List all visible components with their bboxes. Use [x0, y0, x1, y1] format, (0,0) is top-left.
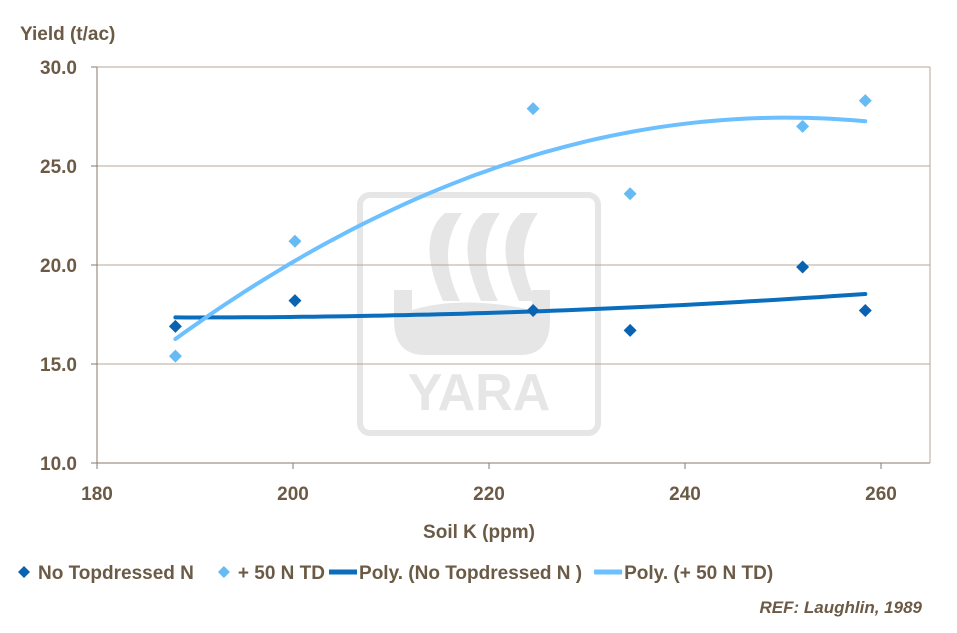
reference-annotation: REF: Laughlin, 1989: [760, 598, 923, 617]
trendline: [173, 115, 868, 341]
y-tick-label: 25.0: [40, 157, 77, 178]
legend-label: Poly. (No Topdressed N ): [359, 563, 582, 584]
x-tick-label: 240: [669, 484, 701, 505]
data-point: [858, 94, 872, 108]
trendline: [173, 292, 868, 320]
data-point: [796, 119, 810, 133]
x-tick-label: 180: [81, 484, 113, 505]
yara-logo-watermark: YARA: [357, 192, 601, 436]
y-tick-label: 10.0: [40, 454, 77, 475]
legend-label: + 50 N TD: [238, 563, 325, 584]
y-tick-label: 20.0: [40, 256, 77, 277]
data-point: [288, 234, 302, 248]
data-point: [623, 187, 637, 201]
x-tick-label: 200: [277, 484, 309, 505]
legend-label: No Topdressed N: [38, 563, 194, 584]
data-point: [526, 304, 540, 318]
data-point: [168, 319, 182, 333]
legend-label: Poly. (+ 50 N TD): [624, 563, 773, 584]
data-point: [288, 294, 302, 308]
data-point: [796, 260, 810, 274]
data-point: [168, 349, 182, 363]
legend-marker: [217, 566, 230, 578]
data-point: [526, 102, 540, 116]
watermark-text: YARA: [408, 364, 551, 422]
data-point: [623, 323, 637, 337]
y-tick-label: 15.0: [40, 355, 77, 376]
y-axis-label: Yield (t/ac): [20, 24, 115, 45]
x-tick-label: 260: [865, 484, 897, 505]
legend: No Topdressed N + 50 N TD Poly. (No Topdre…: [18, 563, 773, 584]
data-point: [858, 304, 872, 318]
x-axis-label: Soil K (ppm): [423, 522, 535, 543]
y-tick-label: 30.0: [40, 58, 77, 79]
legend-marker: [18, 566, 30, 578]
x-tick-label: 220: [473, 484, 505, 505]
